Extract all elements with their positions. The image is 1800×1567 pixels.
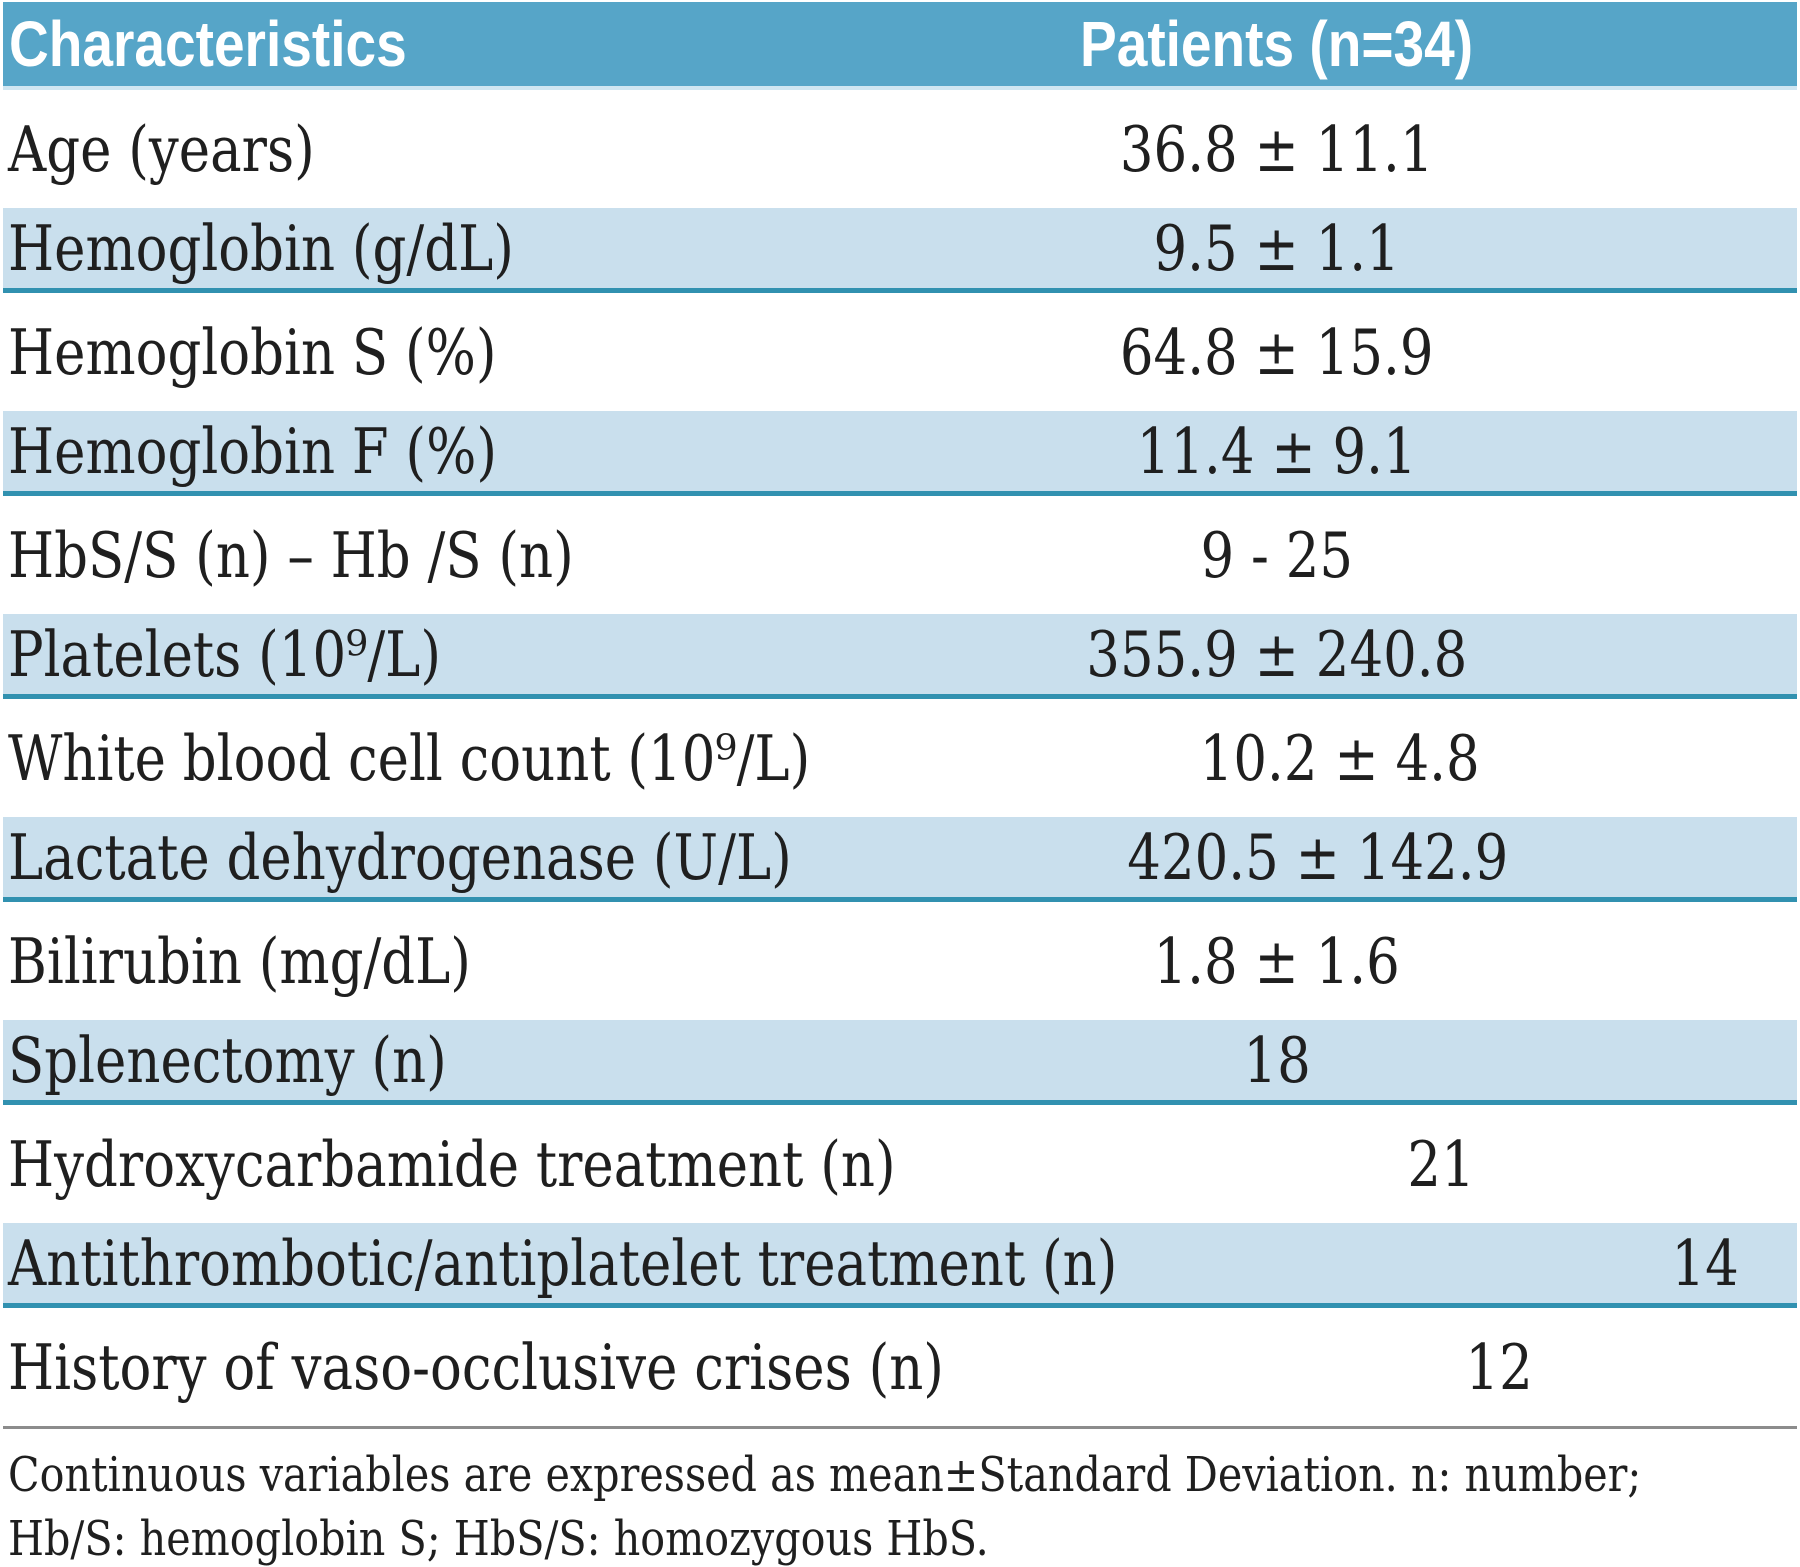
row-value: 1.8 ± 1.6 (1153, 924, 1400, 998)
row-label-cell: Age (years) (3, 118, 900, 181)
row-value: 36.8 ± 11.1 (1119, 112, 1434, 186)
row-value: 14 (1671, 1226, 1740, 1300)
footnote-line-2: Hb/S: hemoglobin S; HbS/S: homozygous Hb… (8, 1507, 1797, 1567)
row-label-cell: Antithrombotic/antiplatelet treatment (n… (3, 1232, 1329, 1295)
row-label-cell: Hemoglobin (g/dL) (3, 217, 900, 280)
row-value-cell: 355.9 ± 240.8 (900, 623, 1797, 686)
row-value-cell: 11.4 ± 9.1 (900, 420, 1797, 483)
row-value: 420.5 ± 142.9 (1127, 820, 1509, 894)
row-value-cell: 9.5 ± 1.1 (900, 217, 1797, 280)
table-row: Platelets (10⁹/L) 355.9 ± 240.8 (3, 614, 1797, 699)
row-label: History of vaso-occlusive crises (n) (8, 1330, 944, 1404)
row-value: 10.2 ± 4.8 (1199, 721, 1480, 795)
row-label: Bilirubin (mg/dL) (8, 924, 471, 998)
row-value-cell: 10.2 ± 4.8 (963, 727, 1800, 790)
row-label: Hydroxycarbamide treatment (n) (8, 1127, 896, 1201)
table-footnote: Continuous variables are expressed as me… (3, 1429, 1797, 1567)
table-row: Lactate dehydrogenase (U/L) 420.5 ± 142.9 (3, 817, 1797, 902)
footnote-divider (3, 1426, 1797, 1429)
table-row: Hydroxycarbamide treatment (n) 21 (3, 1105, 1797, 1223)
row-value: 9 - 25 (1200, 518, 1354, 592)
row-value-cell: 64.8 ± 15.9 (900, 321, 1797, 384)
footnote-line-2-text: Hb/S: hemoglobin S; HbS/S: homozygous Hb… (8, 1511, 989, 1567)
table-row: Splenectomy (n) 18 (3, 1020, 1797, 1105)
row-label-cell: History of vaso-occlusive crises (n) (3, 1336, 1122, 1399)
row-label: Antithrombotic/antiplatelet treatment (n… (8, 1226, 1118, 1300)
row-label-cell: Hemoglobin F (%) (3, 420, 900, 483)
row-label-cell: White blood cell count (10⁹/L) (3, 727, 963, 790)
row-label: Age (years) (8, 112, 315, 186)
row-value-cell: 36.8 ± 11.1 (900, 118, 1797, 181)
row-label: Platelets (10⁹/L) (8, 617, 441, 691)
column-header-characteristics: Characteristics (3, 12, 900, 76)
row-label-cell: Hydroxycarbamide treatment (n) (3, 1133, 1065, 1196)
table-row: Age (years) 36.8 ± 11.1 (3, 90, 1797, 208)
row-value-cell: 21 (1065, 1133, 1800, 1196)
row-label: Hemoglobin S (%) (8, 315, 497, 389)
characteristics-table: Characteristics Patients (n=34) Age (yea… (3, 2, 1797, 1567)
row-label-cell: Platelets (10⁹/L) (3, 623, 900, 686)
row-label-cell: Bilirubin (mg/dL) (3, 930, 900, 993)
footnote-line-1-text: Continuous variables are expressed as me… (8, 1447, 1642, 1503)
table-header-row: Characteristics Patients (n=34) (3, 2, 1797, 90)
column-header-patients: Patients (n=34) (900, 12, 1797, 76)
table-row: HbS/S (n) – Hb /S (n) 9 - 25 (3, 496, 1797, 614)
row-value-cell: 14 (1329, 1232, 1800, 1295)
row-label-cell: Hemoglobin S (%) (3, 321, 900, 384)
row-label-cell: Lactate dehydrogenase (U/L) (3, 826, 941, 889)
row-label: HbS/S (n) – Hb /S (n) (8, 518, 574, 592)
row-label: Lactate dehydrogenase (U/L) (8, 820, 792, 894)
table-row: Hemoglobin F (%) 11.4 ± 9.1 (3, 411, 1797, 496)
column-header-patients-label: Patients (n=34) (1080, 8, 1474, 80)
table-row: Hemoglobin S (%) 64.8 ± 15.9 (3, 293, 1797, 411)
table-body: Age (years) 36.8 ± 11.1 Hemoglobin (g/dL) 9… (3, 90, 1797, 1426)
row-value: 9.5 ± 1.1 (1153, 211, 1400, 285)
row-label: Hemoglobin (g/dL) (8, 211, 514, 285)
footnote-line-1: Continuous variables are expressed as me… (8, 1443, 1797, 1507)
row-label: Hemoglobin F (%) (8, 414, 497, 488)
row-value-cell: 420.5 ± 142.9 (941, 826, 1800, 889)
table-row: Bilirubin (mg/dL) 1.8 ± 1.6 (3, 902, 1797, 1020)
row-label: White blood cell count (10⁹/L) (8, 721, 811, 795)
row-label-cell: Splenectomy (n) (3, 1029, 900, 1092)
row-value: 18 (1243, 1023, 1311, 1097)
table-row: Hemoglobin (g/dL) 9.5 ± 1.1 (3, 208, 1797, 293)
table-row: History of vaso-occlusive crises (n) 12 (3, 1308, 1797, 1426)
row-value-cell: 9 - 25 (900, 524, 1797, 587)
table-row: White blood cell count (10⁹/L) 10.2 ± 4.8 (3, 699, 1797, 817)
row-value: 21 (1407, 1127, 1476, 1201)
row-value: 12 (1465, 1330, 1533, 1404)
row-label: Splenectomy (n) (8, 1023, 447, 1097)
row-value: 64.8 ± 15.9 (1119, 315, 1434, 389)
row-value-cell: 18 (900, 1029, 1797, 1092)
row-value: 11.4 ± 9.1 (1136, 414, 1417, 488)
row-value: 355.9 ± 240.8 (1086, 617, 1468, 691)
row-value-cell: 1.8 ± 1.6 (900, 930, 1797, 993)
table-row: Antithrombotic/antiplatelet treatment (n… (3, 1223, 1797, 1308)
row-label-cell: HbS/S (n) – Hb /S (n) (3, 524, 900, 587)
column-header-characteristics-label: Characteristics (9, 8, 407, 80)
row-value-cell: 12 (1122, 1336, 1800, 1399)
